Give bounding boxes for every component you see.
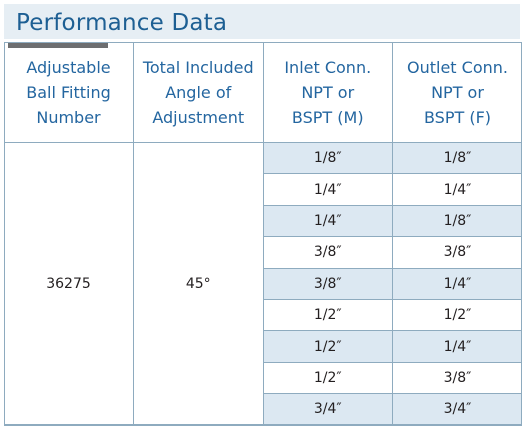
title-box: Performance Data [4,4,520,39]
header-line: Adjustment [152,107,245,127]
inlet-cell: 1/2″ [262,330,393,363]
data-row: 1/2″ 1/2″ [4,298,522,332]
inlet-cell: 3/4″ [262,393,393,426]
outlet-cell: 3/8″ [392,236,522,269]
header-line: Total Included [142,57,254,77]
header-line: Ball Fitting [26,82,111,102]
header-line: Adjustable [26,57,111,77]
header-line: BSPT (F) [423,107,492,127]
inlet-cell: 1/4″ [262,204,393,238]
outlet-cell: 1/8″ [392,204,522,238]
header-line: BSPT (M) [291,107,364,127]
angle: 45° [133,142,264,426]
header-line: NPT or [301,82,355,102]
header-cell: Outlet Conn. NPT or BSPT (F) [392,42,522,143]
data-row: 1/2″ 3/8″ [4,361,522,395]
outlet-cell: 3/4″ [392,393,522,426]
outlet-cell: 1/4″ [392,267,522,300]
inlet-cell: 1/4″ [262,173,393,206]
inlet-cell: 1/2″ [262,361,393,395]
header-line: Outlet Conn. [407,57,508,77]
header-line: Inlet Conn. [284,57,372,77]
inlet-cell: 3/8″ [262,267,393,300]
data-row: 36275 45° 1/8″ 1/8″ [4,141,522,426]
inlet-cell: 1/2″ [262,298,393,332]
header-line: Number [36,107,101,127]
header-cell: Adjustable Ball Fitting Number [4,42,134,143]
data-row: 3/4″ 3/4″ [4,393,522,426]
performance-table: Adjustable Ball Fitting Number Total Includ… [4,42,522,426]
data-row: 1/4″ 1/8″ [4,204,522,238]
header-line: Angle of [165,82,232,102]
header-line: NPT or [431,82,484,102]
title-underline [8,42,108,48]
header-row: Adjustable Ball Fitting Number Total Includ… [4,42,522,143]
header-cell: Inlet Conn. NPT or BSPT (M) [262,42,393,143]
outlet-cell: 1/4″ [392,173,522,206]
data-row: 1/2″ 1/4″ [4,330,522,363]
outlet-cell: 1/8″ [392,141,522,175]
data-row: 1/4″ 1/4″ [4,173,522,206]
header-cell: Total Included Angle of Adjustment [133,42,264,143]
outlet-cell: 1/2″ [392,298,522,332]
title: Performance Data [16,10,228,36]
fitting-number: 36275 [4,142,134,426]
outlet-cell: 3/8″ [392,361,522,395]
outlet-cell: 1/4″ [392,330,522,363]
inlet-cell: 1/8″ [262,141,393,175]
inlet-cell: 3/8″ [262,236,393,269]
